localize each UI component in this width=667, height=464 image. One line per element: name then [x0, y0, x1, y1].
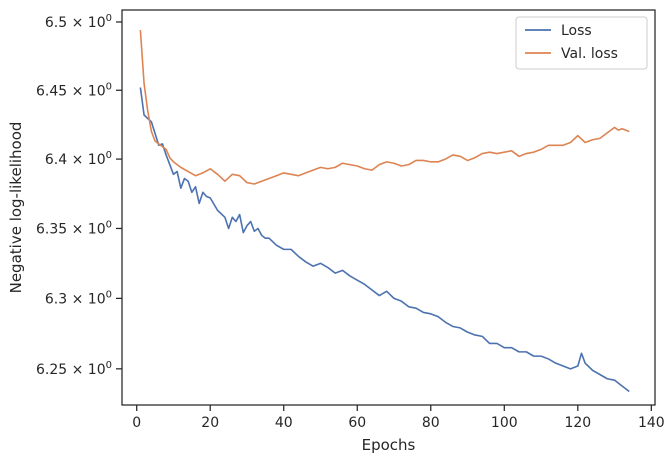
y-axis-label: Negative log-likelihood — [7, 122, 25, 294]
x-tick-label: 0 — [132, 415, 141, 431]
series-line-val-loss — [139, 30, 630, 185]
x-tick-label: 60 — [348, 415, 366, 431]
x-tick-label: 20 — [201, 415, 219, 431]
y-tick-label: 6.35 × 100 — [36, 219, 112, 237]
x-axis: 0 20 40 60 80 100 120 140 — [132, 405, 665, 431]
y-tick-label: 6.4 × 100 — [45, 150, 112, 168]
legend-label: Val. loss — [561, 46, 618, 62]
x-axis-label: Epochs — [362, 436, 416, 454]
legend: Loss Val. loss — [515, 16, 648, 70]
x-tick-label: 140 — [638, 415, 665, 431]
series-line-loss — [139, 87, 630, 393]
axes-frame — [121, 9, 656, 406]
x-tick-label: 120 — [564, 415, 591, 431]
y-tick-label: 6.45 × 100 — [36, 81, 112, 99]
y-tick-label: 6.3 × 100 — [45, 289, 112, 307]
x-tick-label: 100 — [491, 415, 518, 431]
x-tick-label: 80 — [422, 415, 440, 431]
y-tick-label: 6.5 × 100 — [45, 13, 112, 31]
x-tick-label: 40 — [275, 415, 293, 431]
y-axis: 6.25 × 100 6.3 × 100 6.35 × 100 6.4 × 100 6.… — [36, 13, 122, 378]
y-tick-label: 6.25 × 100 — [36, 360, 112, 378]
legend-label: Loss — [561, 23, 592, 39]
